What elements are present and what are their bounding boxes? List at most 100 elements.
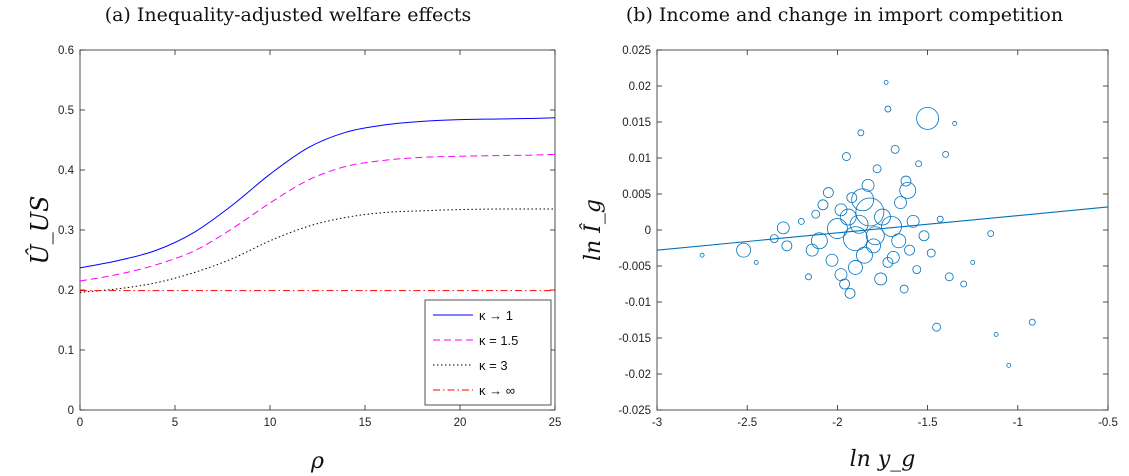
scatter-point bbox=[874, 208, 891, 226]
scatter-point bbox=[848, 260, 863, 275]
scatter-point bbox=[805, 273, 812, 281]
x-axis-label: ρ bbox=[310, 449, 324, 474]
scatter-point bbox=[855, 197, 885, 227]
scatter-point bbox=[891, 233, 907, 249]
y-tick-label: 0.5 bbox=[58, 105, 74, 117]
scatter-point bbox=[899, 284, 909, 294]
scatter-point bbox=[851, 188, 875, 212]
x-tick-label: 20 bbox=[454, 417, 467, 429]
x-tick-label: -0.5 bbox=[1098, 417, 1118, 429]
y-tick-label: 0.025 bbox=[622, 45, 651, 57]
x-tick-label: 25 bbox=[549, 417, 562, 429]
legend-label-2: κ = 1.5 bbox=[479, 333, 518, 348]
scatter-point bbox=[912, 265, 922, 275]
x-tick-label: 15 bbox=[359, 417, 372, 429]
fit-line bbox=[656, 206, 1109, 251]
scatter-point bbox=[810, 232, 828, 250]
y-tick-label: -0.01 bbox=[625, 297, 651, 309]
y-tick-label: 0.01 bbox=[629, 153, 651, 165]
scatter-point bbox=[842, 152, 851, 161]
y-tick-label: 0.02 bbox=[629, 81, 651, 93]
scatter-point bbox=[942, 150, 950, 158]
scatter-point bbox=[944, 272, 954, 282]
x-tick-label: 0 bbox=[77, 417, 83, 429]
scatter-point bbox=[825, 253, 839, 267]
scatter-point bbox=[781, 240, 793, 252]
y-tick-label: 0.2 bbox=[58, 285, 74, 297]
scatter-point bbox=[753, 259, 759, 265]
scatter-point bbox=[817, 199, 829, 211]
scatter-point bbox=[857, 129, 865, 137]
x-tick-label: -1.5 bbox=[918, 417, 938, 429]
scatter-point bbox=[952, 121, 958, 126]
x-tick-label: 10 bbox=[264, 417, 277, 429]
x-tick-label: -1 bbox=[1013, 417, 1023, 429]
scatter-point bbox=[932, 322, 942, 332]
y-tick-label: 0.005 bbox=[622, 189, 651, 201]
scatter-point bbox=[884, 105, 892, 113]
y-tick-label: 0.3 bbox=[58, 225, 74, 237]
scatter-point bbox=[699, 252, 705, 258]
scatter-point bbox=[865, 226, 885, 246]
scatter-point bbox=[827, 218, 848, 239]
legend-label-3: κ = 3 bbox=[479, 358, 508, 373]
scatter-point bbox=[839, 208, 857, 226]
x-tick-label: -2.5 bbox=[737, 417, 757, 429]
scatter-point bbox=[834, 268, 848, 282]
y-axis-label: ln Î_g bbox=[579, 199, 606, 261]
scatter-point bbox=[861, 178, 875, 192]
scatter-point bbox=[849, 214, 869, 234]
scatter-point bbox=[856, 246, 873, 264]
scatter-point bbox=[843, 226, 868, 252]
scatter-point bbox=[822, 187, 834, 198]
scatter-point bbox=[872, 164, 882, 174]
scatter-point bbox=[899, 181, 917, 199]
panel-b-title: (b) Income and change in import competit… bbox=[625, 4, 1064, 26]
y-axis-label: Û_US bbox=[25, 196, 54, 265]
scatter-point bbox=[904, 244, 915, 256]
series-line-1 bbox=[79, 117, 556, 269]
y-tick-label: 0.015 bbox=[622, 117, 651, 129]
y-tick-label: 0.6 bbox=[58, 45, 74, 57]
scatter-point bbox=[776, 221, 790, 235]
scatter-point bbox=[890, 144, 900, 154]
scatter-point bbox=[881, 215, 902, 237]
y-tick-label: 0 bbox=[645, 225, 651, 237]
scatter-point bbox=[1006, 362, 1012, 368]
y-tick-label: 0.1 bbox=[58, 345, 74, 357]
scatter-point bbox=[987, 230, 995, 238]
scatter-point bbox=[916, 107, 939, 130]
scatter-point bbox=[906, 214, 920, 228]
scatter-point bbox=[834, 203, 848, 217]
y-tick-label: -0.025 bbox=[618, 405, 651, 417]
x-tick-label: 5 bbox=[172, 417, 178, 429]
welfare-line-chart: 0 5 10 15 20 25 0 0.1 0.2 0.3 0.4 0.5 0.6 ρ Û_US κ → 1 κ… bbox=[25, 45, 562, 474]
scatter-point bbox=[886, 250, 900, 264]
scatter-point bbox=[894, 196, 907, 210]
legend-label-4: κ → ∞ bbox=[479, 383, 515, 398]
y-tick-label: 0.4 bbox=[58, 165, 75, 177]
scatter-point bbox=[1028, 318, 1036, 326]
x-tick-label: -3 bbox=[652, 417, 662, 429]
legend-label-1: κ → 1 bbox=[479, 308, 513, 323]
y-tick-label: -0.005 bbox=[618, 261, 651, 273]
scatter-point bbox=[797, 217, 805, 225]
y-tick-label: -0.02 bbox=[625, 369, 651, 381]
legend-box bbox=[424, 299, 552, 406]
scatter-point bbox=[970, 259, 976, 265]
scatter-point bbox=[915, 160, 922, 168]
scatter-point bbox=[883, 80, 889, 85]
scatter-point bbox=[960, 280, 968, 288]
series-line-2 bbox=[79, 153, 556, 282]
scatter-point bbox=[736, 242, 751, 258]
scatter-point bbox=[936, 215, 944, 223]
scatter-point bbox=[805, 243, 819, 257]
scatter-point bbox=[882, 256, 894, 268]
x-tick-label: -2 bbox=[832, 417, 842, 429]
scatter-point bbox=[926, 248, 936, 258]
scatter-point bbox=[900, 175, 912, 187]
y-tick-label: 0 bbox=[68, 405, 74, 417]
scatter-point bbox=[844, 287, 856, 299]
panel-a-title: (a) Inequality-adjusted welfare effects bbox=[104, 4, 472, 26]
